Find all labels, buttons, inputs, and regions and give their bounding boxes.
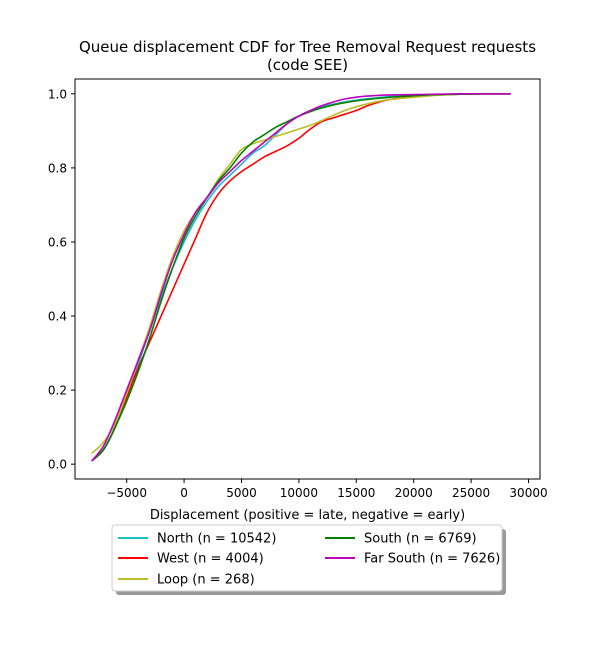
legend-label: South (n = 6769) [364,532,477,547]
x-tick-label: 5000 [226,486,257,500]
legend-entry-5: Far South (n = 7626) [325,552,500,567]
series-line-2 [91,92,511,462]
x-tick-label: −5000 [106,486,147,500]
series-line-5 [91,92,511,462]
x-tick-label: 0 [180,486,188,500]
legend-entry-1: North (n = 10542) [118,532,276,547]
y-tick-label: 0.2 [48,384,67,398]
legend-label: North (n = 10542) [157,532,276,547]
y-tick-label: 0.8 [48,161,67,175]
x-tick-label: 25000 [452,486,490,500]
y-tick-label: 0.6 [48,235,67,249]
legend-entry-2: West (n = 4004) [118,552,264,567]
plot-area-frame [74,78,541,480]
x-tick-label: 20000 [395,486,433,500]
series-line-4 [91,92,511,462]
x-axis: −5000 0 5000 10000 15000 20000 25000 30000 [106,479,548,500]
legend-entry-4: South (n = 6769) [325,532,477,547]
x-axis-label: Displacement (positive = late, negative … [150,508,465,523]
legend-label: Far South (n = 7626) [364,552,500,567]
series-layer [91,92,511,462]
x-tick-label: 30000 [509,486,547,500]
chart-title-line-2: (code SEE) [267,56,348,74]
x-tick-label: 15000 [337,486,375,500]
y-tick-label: 0.4 [48,310,67,324]
series-line-1 [91,92,511,462]
legend-label: Loop (n = 268) [157,573,255,588]
x-tick-label: 10000 [280,486,318,500]
y-tick-label: 1.0 [48,87,67,101]
y-tick-label: 0.0 [48,458,67,472]
legend-label: West (n = 4004) [157,552,264,567]
y-axis: 0.0 0.2 0.4 0.6 0.8 1.0 [48,87,75,472]
series-line-3 [91,92,511,454]
legend-entry-3: Loop (n = 268) [118,573,255,588]
legend-box [111,524,503,592]
legend: North (n = 10542) West (n = 4004) Loop (n … [111,524,506,595]
chart-title-line-1: Queue displacement CDF for Tree Removal … [79,38,536,56]
